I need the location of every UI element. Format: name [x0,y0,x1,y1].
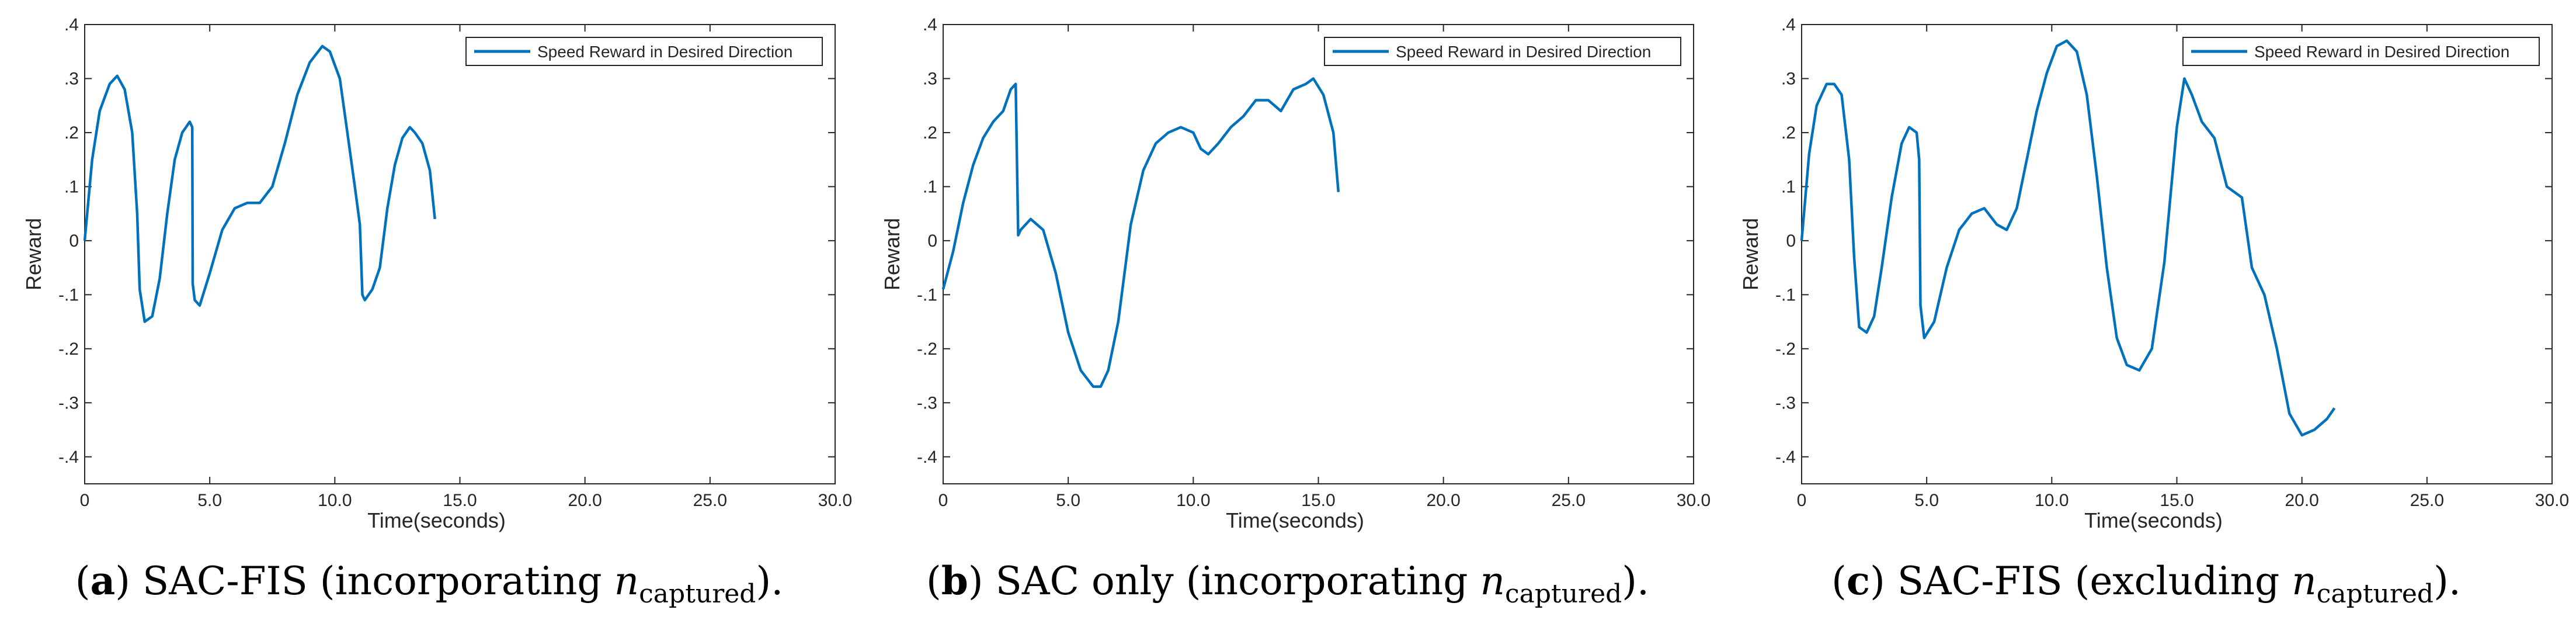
caption-a: (a) SAC-FIS (incorporating ncaptured). [75,558,784,609]
caption-end: ). [1622,559,1650,604]
subfigure-c: 0 5.0 10.0 15.0 20.0 25.0 30.0 -.4 -.3 -.2 -.1 0 .1.… [1717,0,2575,641]
chart-b: 0 5.0 10.0 15.0 20.0 25.0 30.0 -.4 -.3 -.2 -.1 0 .1.… [880,15,1711,532]
x-axis-label: Time(seconds) [367,508,506,532]
x-tick-label: 20.0 [1426,491,1460,510]
x-tick-label: 30.0 [1677,491,1711,510]
series-line [941,77,1340,388]
x-tick-label: 10.0 [2035,491,2069,510]
x-tick-label: 5.0 [1056,491,1080,510]
caption-text: SAC only (incorporating [995,559,1480,604]
caption-label: b [941,558,968,604]
x-tick-label: 20.0 [568,491,602,510]
y-tick-label: .4 [1781,15,1796,34]
x-tick-label: 30.0 [2535,491,2569,510]
subfigure-b: 0 5.0 10.0 15.0 20.0 25.0 30.0 -.4 -.3 -.2 -.1 0 .1.… [858,0,1717,641]
y-tick-label: .2 [923,123,937,143]
caption-b: (b) SAC only (incorporating ncaptured). [926,558,1650,609]
caption-end: ). [2434,559,2461,604]
y-tick-label: -.4 [1775,448,1796,467]
plot-area [84,24,836,484]
y-tick-label: .4 [923,15,937,34]
x-tick-label: 25.0 [693,491,727,510]
caption-label: c [1846,558,1871,604]
x-axis-label: Time(seconds) [1226,508,1364,532]
y-axis-label: Reward [22,218,46,290]
y-tick-label: 0 [69,231,79,251]
y-tick-label: .2 [1781,123,1796,143]
y-tick-label: -.4 [58,448,79,467]
x-tick-label: 5.0 [1914,491,1939,510]
y-tick-label: .3 [64,69,79,88]
y-tick-label: -.2 [917,339,937,359]
y-axis-label: Reward [1739,218,1762,290]
y-tick-label: .3 [1781,69,1796,88]
y-tick-label: .2 [64,123,79,143]
x-tick-label: 15.0 [1301,491,1335,510]
x-tick-label: 10.0 [1176,491,1210,510]
y-tick-label: -.3 [917,393,937,413]
y-tick-label: -.1 [58,285,79,304]
x-tick-label: 5.0 [197,491,222,510]
series-line [83,44,436,323]
series-line [1800,39,2336,437]
y-tick-label: .3 [923,69,937,88]
y-tick-label: .1 [64,177,79,196]
x-tick-label: 15.0 [443,491,477,510]
caption-subscript: captured [639,579,756,609]
y-tick-label: .1 [1781,177,1796,196]
chart-a: 0 5.0 10.0 15.0 20.0 25.0 30.0 -.4 -.3 -.2 -.1 0 .1.… [22,15,852,532]
x-tick-label: 0 [938,491,948,510]
caption-end: ). [756,559,784,604]
caption-text: SAC-FIS (incorporating [142,559,614,604]
legend-label: Speed Reward in Desired Direction [1396,43,1651,61]
y-tick-label: -.1 [917,285,937,304]
caption-subscript: captured [1504,579,1622,609]
x-tick-label: 25.0 [2410,491,2444,510]
y-tick-label: -.4 [917,448,937,467]
y-tick-label: -.2 [58,339,79,359]
caption-variable: n [1480,559,1505,604]
caption-text: SAC-FIS (excluding [1897,559,2292,604]
y-tick-label: -.3 [1775,393,1796,413]
chart-c: 0 5.0 10.0 15.0 20.0 25.0 30.0 -.4 -.3 -.2 -.1 0 .1.… [1739,15,2569,532]
x-axis-label: Time(seconds) [2084,508,2223,532]
x-tick-label: 10.0 [318,491,352,510]
y-axis-label: Reward [880,218,904,290]
x-tick-label: 30.0 [818,491,852,510]
caption-variable: n [614,559,639,604]
y-tick-label: .1 [923,177,937,196]
subfigure-a: 0 5.0 10.0 15.0 20.0 25.0 30.0 -.4 -.3 -.2 -.1 0 .1.… [0,0,858,641]
x-tick-label: 15.0 [2160,491,2193,510]
y-tick-label: 0 [927,231,937,251]
caption-label: a [90,558,116,604]
y-tick-label: -.2 [1775,339,1796,359]
caption-subscript: captured [2316,579,2434,609]
caption-variable: n [2292,559,2317,604]
x-tick-label: 25.0 [1552,491,1586,510]
y-tick-label: .4 [64,15,79,34]
y-tick-label: -.1 [1775,285,1796,304]
y-tick-label: -.3 [58,393,79,413]
legend-label: Speed Reward in Desired Direction [537,43,792,61]
caption-c: (c) SAC-FIS (excluding ncaptured). [1831,558,2461,609]
legend-label: Speed Reward in Desired Direction [2254,43,2509,61]
x-tick-label: 0 [80,491,90,510]
plot-area [943,24,1694,484]
y-tick-label: 0 [1786,231,1796,251]
x-tick-label: 0 [1797,491,1807,510]
plot-area [1801,24,2553,484]
x-tick-label: 20.0 [2285,491,2318,510]
